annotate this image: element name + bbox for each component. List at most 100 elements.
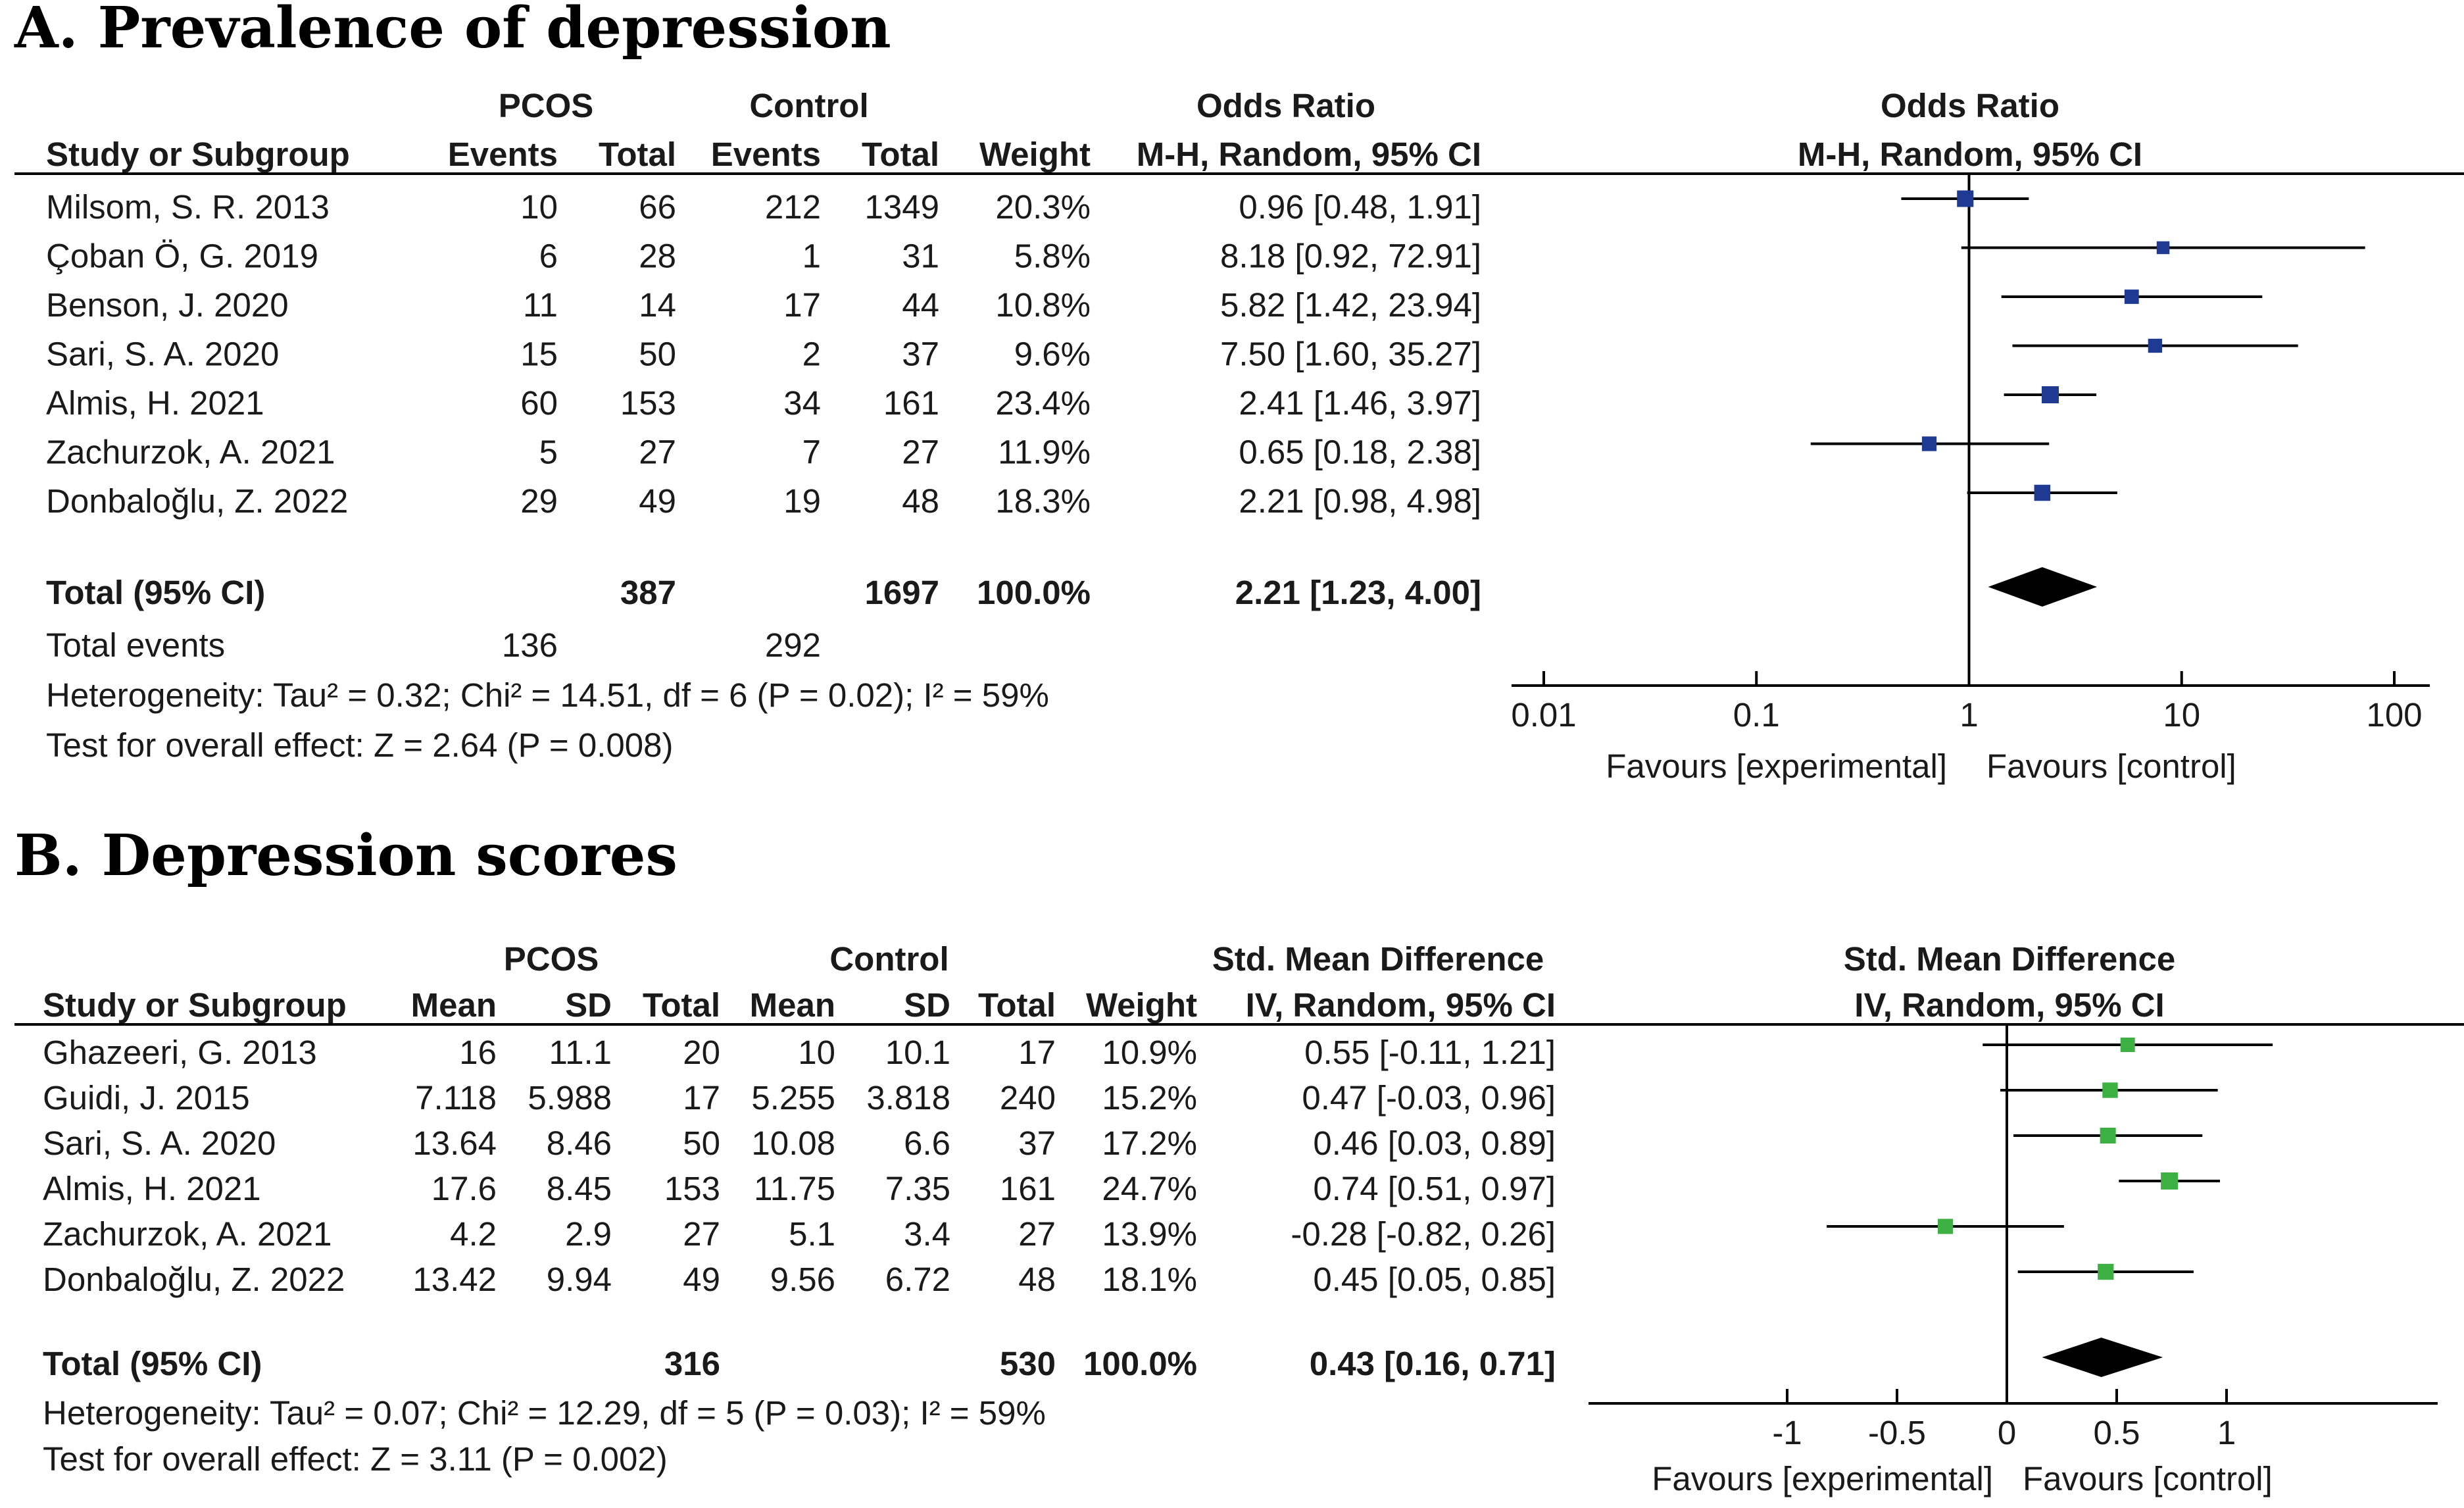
b-col-ctrl-total: Total: [978, 986, 1056, 1024]
b-cell-ci: 0.55 [-0.11, 1.21]: [1304, 1034, 1556, 1071]
x-tick-label: -0.5: [1868, 1414, 1926, 1451]
a-cell-study-name: Sari, S. A. 2020: [46, 336, 279, 373]
a-overall-effect: Test for overall effect: Z = 2.64 (P = 0…: [46, 726, 673, 764]
b-cell-pcos-sd: 8.46: [547, 1124, 612, 1162]
a-events-ctrl: 292: [765, 626, 821, 664]
b-cell-study-name: Almis, H. 2021: [43, 1170, 261, 1207]
x-tick-label: 0: [1998, 1414, 2016, 1451]
b-cell-study-name: Zachurzok, A. 2021: [43, 1215, 332, 1253]
a-total-weight: 100.0%: [977, 574, 1091, 611]
table-row: Milsom, S. R. 2013 10 66 212 1349 20.3% 0.96 […: [46, 188, 1481, 226]
b-cell-ctrl-mean: 5.1: [789, 1215, 835, 1253]
b-cell-ctrl-sd: 3.818: [866, 1079, 950, 1117]
b-cell-ctrl-total: 27: [1018, 1215, 1056, 1253]
a-cell-ctrl-total: 37: [902, 336, 939, 373]
b-cell-pcos-mean: 13.42: [412, 1261, 497, 1298]
b-cell-pcos-total: 153: [664, 1170, 720, 1207]
x-tick-label: 1: [1959, 696, 1978, 734]
a-cell-ctrl-total: 1349: [865, 188, 939, 226]
b-cell-pcos-mean: 7.118: [415, 1079, 497, 1117]
a-cell-ctrl-total: 48: [902, 482, 939, 520]
b-plot-area: -1 -0.5 0 0.5 1: [1589, 1024, 2438, 1451]
b-col-study: Study or Subgroup: [43, 986, 347, 1024]
b-cell-ctrl-mean: 11.75: [754, 1170, 835, 1207]
a-cell-ci: 2.21 [0.98, 4.98]: [1239, 482, 1481, 520]
a-col-pcos-total: Total: [599, 136, 676, 173]
panel-a: A. Prevalence of depression PCOS Control…: [14, 0, 2464, 785]
b-cell-weight: 10.9%: [1102, 1034, 1197, 1071]
b-cell-ctrl-total: 48: [1018, 1261, 1056, 1298]
pooled-estimate-diamond: [2042, 1338, 2163, 1377]
a-study-rows: Milsom, S. R. 2013 10 66 212 1349 20.3% 0.96 […: [46, 188, 1481, 520]
b-col-ci: IV, Random, 95% CI: [1246, 986, 1556, 1024]
b-cell-weight: 15.2%: [1102, 1079, 1197, 1117]
a-events-label: Total events: [46, 626, 225, 664]
table-row: Guidi, J. 2015 7.118 5.988 17 5.255 3.818 240 1…: [43, 1079, 1556, 1117]
x-tick-label: 0.01: [1511, 696, 1576, 734]
a-col-ctrl-total: Total: [862, 136, 939, 173]
a-cell-pcos-events: 10: [520, 188, 558, 226]
b-col-pcos-sd: SD: [565, 986, 612, 1024]
a-cell-study-name: Benson, J. 2020: [46, 286, 289, 324]
a-cell-study-name: Donbaloğlu, Z. 2022: [46, 482, 348, 520]
b-cell-pcos-sd: 5.988: [528, 1079, 612, 1117]
b-cell-weight: 18.1%: [1102, 1261, 1197, 1298]
b-cell-ctrl-sd: 6.6: [904, 1124, 950, 1162]
b-cell-pcos-sd: 8.45: [547, 1170, 612, 1207]
panel-b: B. Depression scores PCOS Control Std. M…: [14, 822, 2464, 1497]
table-row: Çoban Ö, G. 2019 6 28 1 31 5.8% 8.18 [0.92, 72…: [46, 238, 1481, 275]
b-cell-study-name: Sari, S. A. 2020: [43, 1124, 276, 1162]
b-favours-right: Favours [control]: [2023, 1460, 2273, 1497]
a-cell-pcos-total: 49: [639, 482, 676, 520]
a-col-study: Study or Subgroup: [46, 136, 350, 173]
b-group-pcos: PCOS: [504, 940, 599, 978]
table-row: Ghazeeri, G. 2013 16 11.1 20 10 10.1 17 10.9% 0.…: [43, 1034, 1556, 1071]
b-group-smd-plot: Std. Mean Difference: [1844, 940, 2175, 978]
table-row: Zachurzok, A. 2021 4.2 2.9 27 5.1 3.4 27 13.9% -…: [43, 1215, 1556, 1253]
b-cell-ctrl-mean: 10.08: [751, 1124, 835, 1162]
a-cell-ctrl-events: 17: [783, 286, 821, 324]
b-cell-pcos-total: 17: [683, 1079, 720, 1117]
x-tick-label: 100: [2366, 696, 2422, 734]
a-col-ci-plot: M-H, Random, 95% CI: [1798, 136, 2142, 173]
study-point: [2124, 289, 2139, 304]
b-cell-ctrl-sd: 6.72: [885, 1261, 950, 1298]
a-cell-pcos-events: 60: [520, 384, 558, 422]
a-cell-pcos-total: 50: [639, 336, 676, 373]
a-group-or-plot: Odds Ratio: [1881, 87, 2059, 124]
study-point: [2100, 1127, 2116, 1144]
b-cell-ctrl-mean: 5.255: [751, 1079, 835, 1117]
a-cell-ci: 0.96 [0.48, 1.91]: [1239, 188, 1481, 226]
a-cell-ctrl-events: 2: [802, 336, 821, 373]
b-cell-pcos-mean: 16: [459, 1034, 497, 1071]
study-point: [2148, 338, 2163, 353]
b-cell-ctrl-sd: 7.35: [885, 1170, 950, 1207]
a-cell-ctrl-total: 161: [883, 384, 939, 422]
study-point: [2156, 241, 2170, 255]
b-favours-left: Favours [experimental]: [1652, 1460, 1993, 1497]
b-total-weight: 100.0%: [1083, 1345, 1197, 1382]
a-cell-ctrl-events: 212: [765, 188, 821, 226]
table-row: Donbaloğlu, Z. 2022 13.42 9.94 49 9.56 6.72 48…: [43, 1261, 1556, 1298]
b-total-ci: 0.43 [0.16, 0.71]: [1310, 1345, 1556, 1382]
b-cell-ctrl-sd: 3.4: [904, 1215, 950, 1253]
b-total-label: Total (95% CI): [43, 1345, 262, 1382]
b-cell-ctrl-total: 161: [1000, 1170, 1056, 1207]
a-cell-ctrl-events: 1: [802, 238, 821, 275]
a-cell-pcos-total: 153: [620, 384, 676, 422]
b-cell-pcos-total: 50: [683, 1124, 720, 1162]
a-plot-area: 0.01 0.1 1 10 100: [1511, 174, 2430, 734]
a-cell-weight: 18.3%: [995, 482, 1091, 520]
table-row: Benson, J. 2020 11 14 17 44 10.8% 5.82 [1.42, …: [46, 286, 1481, 324]
a-total-ci: 2.21 [1.23, 4.00]: [1235, 574, 1481, 611]
b-col-ctrl-sd: SD: [904, 986, 950, 1024]
a-cell-pcos-events: 15: [520, 336, 558, 373]
b-cell-ci: -0.28 [-0.82, 0.26]: [1291, 1215, 1556, 1253]
study-point: [2120, 1038, 2135, 1052]
a-cell-study-name: Milsom, S. R. 2013: [46, 188, 330, 226]
a-cell-study-name: Çoban Ö, G. 2019: [46, 238, 318, 275]
a-cell-ctrl-events: 7: [802, 434, 821, 471]
a-group-control: Control: [749, 87, 868, 124]
b-col-pcos-total: Total: [643, 986, 720, 1024]
b-cell-ctrl-mean: 9.56: [770, 1261, 835, 1298]
